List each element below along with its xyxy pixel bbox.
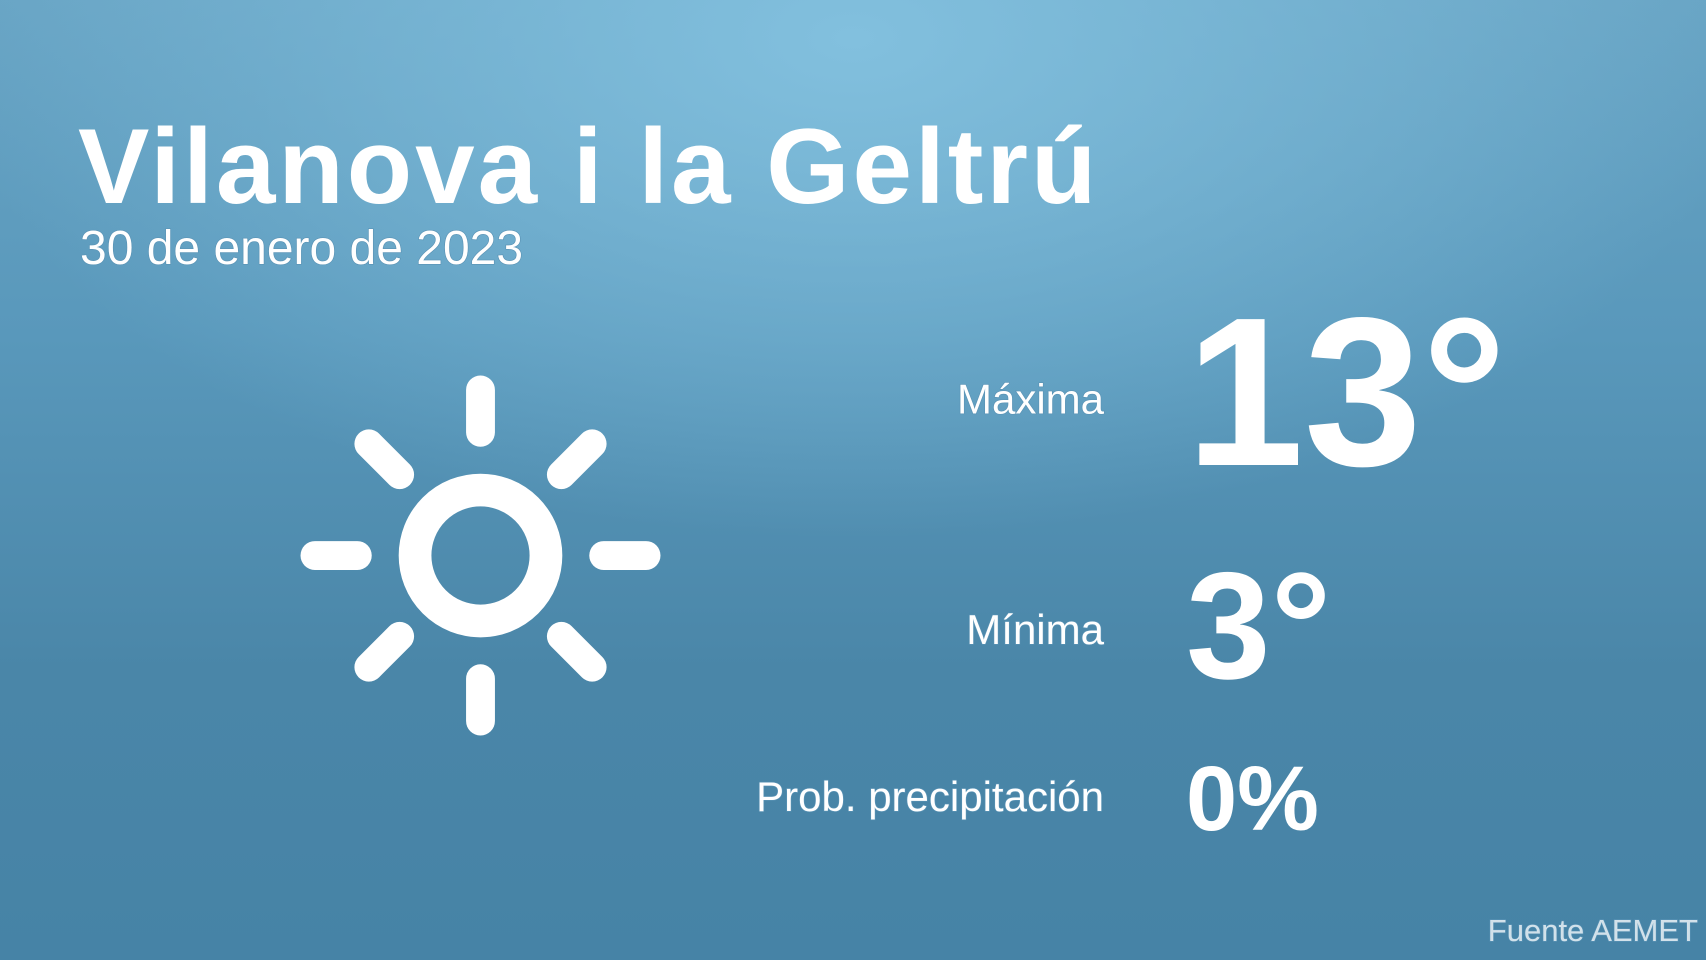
svg-text:Fuente AEMET: Fuente AEMET: [1488, 913, 1698, 948]
svg-text:Prob. precipitación: Prob. precipitación: [756, 773, 1104, 820]
svg-text:Máxima: Máxima: [957, 376, 1105, 423]
svg-text:Mínima: Mínima: [966, 606, 1104, 653]
svg-text:30 de enero de 2023: 30 de enero de 2023: [80, 222, 523, 275]
